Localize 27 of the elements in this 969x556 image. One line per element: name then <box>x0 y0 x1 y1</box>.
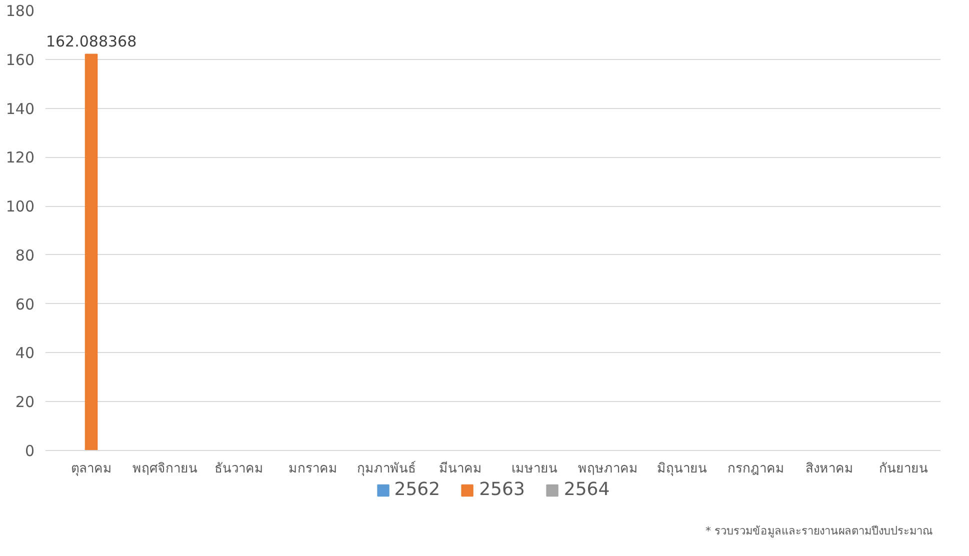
x-tick-label: มีนาคม <box>439 460 482 476</box>
y-tick-label: 140 <box>6 100 35 118</box>
y-tick-label: 60 <box>15 295 35 314</box>
y-tick-label: 80 <box>15 246 35 264</box>
text: * รวบรวมข้อมูลและรายงานผลตามปีงบประมาณ <box>706 524 932 538</box>
x-tick-label: มิถุนายน <box>657 462 708 476</box>
y-tick-label: 20 <box>15 393 35 412</box>
x-tick-label: ธันวาคม <box>214 462 264 476</box>
legend-label: 2563 <box>479 479 525 500</box>
x-tick-label: เมษายน <box>511 462 558 476</box>
x-tick-label: กุมภาพันธ์ <box>357 460 416 476</box>
data-label: 162.088368 <box>46 32 137 50</box>
x-tick-label: พฤศจิกายน <box>132 462 198 476</box>
y-tick-label: 100 <box>6 198 35 216</box>
y-tick-label: 0 <box>24 442 35 460</box>
x-tick-label: มกราคม <box>288 462 338 476</box>
x-tick-label: กรกฎาคม <box>727 462 784 476</box>
y-tick-label: 160 <box>6 50 35 69</box>
x-tick-label: พฤษภาคม <box>578 462 638 476</box>
x-tick-label: สิงหาคม <box>806 462 854 476</box>
legend-label: 2562 <box>394 479 440 500</box>
y-tick-label: 120 <box>6 148 35 167</box>
x-tick-label: กันยายน <box>879 462 928 476</box>
y-tick-label: 40 <box>15 344 35 362</box>
x-tick-label: ตุลาคม <box>70 462 112 476</box>
y-tick-label: 180 <box>6 2 35 20</box>
legend-label: 2564 <box>564 479 610 500</box>
